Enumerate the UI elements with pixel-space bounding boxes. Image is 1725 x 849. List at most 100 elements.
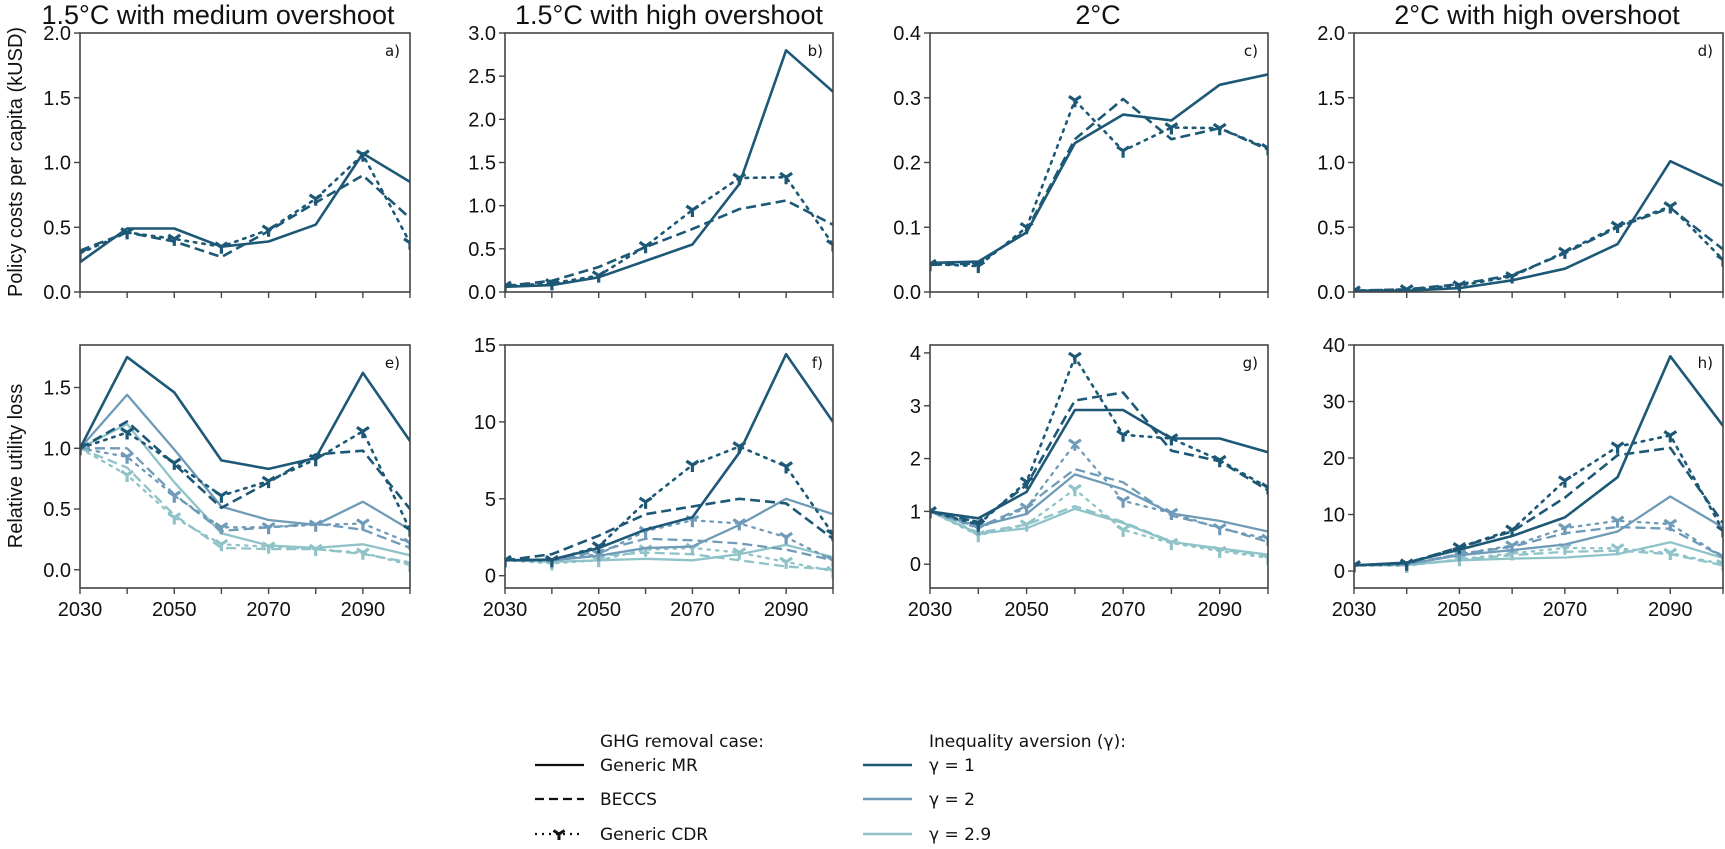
series-line-solid	[80, 152, 410, 264]
data-point-marker	[308, 543, 323, 557]
data-point-marker	[1116, 495, 1130, 508]
series-line-dotted	[1354, 519, 1723, 567]
panel-label: a)	[385, 42, 400, 60]
y-tick-label: 1.5	[1317, 88, 1345, 110]
x-tick-label: 2030	[1332, 599, 1377, 621]
series-group	[505, 352, 833, 579]
x-tick-label: 2070	[670, 599, 715, 621]
data-point-marker	[1019, 502, 1034, 515]
legend-removal-item: Generic CDR	[600, 825, 708, 845]
data-point-marker	[826, 565, 833, 579]
legend-removal-title: GHG removal case:	[600, 732, 764, 752]
series-line-solid	[930, 73, 1268, 265]
panel-label: b)	[808, 42, 823, 60]
data-point-marker	[403, 524, 410, 537]
data-point-marker	[1663, 518, 1678, 532]
data-point-marker	[1716, 525, 1723, 538]
y-tick-label: 0.0	[1317, 282, 1345, 304]
data-point-marker	[120, 427, 134, 440]
y-tick-label: 0.0	[468, 282, 496, 304]
data-point-marker	[1354, 285, 1361, 292]
data-point-marker	[356, 149, 370, 162]
data-point-marker	[685, 204, 700, 217]
y-tick-label: 2.0	[1317, 23, 1345, 45]
y-tick-label: 2.0	[468, 109, 496, 131]
series-line-dotted	[505, 519, 833, 562]
y-tick-label: 0.0	[43, 282, 71, 304]
y-tick-label: 1	[910, 501, 921, 523]
data-point-marker	[971, 519, 986, 532]
panel-label: c)	[1244, 42, 1258, 60]
data-point-marker	[591, 270, 606, 283]
data-point-marker	[1212, 522, 1227, 536]
data-point-marker	[1164, 537, 1179, 551]
data-point-marker	[403, 559, 410, 572]
y-tick-label: 0	[1334, 561, 1345, 583]
series-line-dashed	[80, 420, 410, 510]
y-tick-label: 4	[910, 343, 921, 365]
data-point-marker	[505, 554, 512, 568]
y-tick-label: 0.4	[893, 23, 921, 45]
panel-label: e)	[385, 354, 400, 372]
series-line-solid	[80, 355, 410, 471]
y-tick-label: 1.0	[43, 438, 71, 460]
y-tick-label: 1.5	[43, 88, 71, 110]
data-point-marker	[1452, 541, 1467, 555]
data-point-marker	[261, 541, 276, 554]
data-point-marker	[1610, 515, 1625, 528]
y-tick-label: 0.5	[43, 217, 71, 239]
legend-gamma-item: γ = 1	[929, 756, 975, 776]
y-tick-label: 0.5	[468, 239, 496, 261]
data-point-marker	[1505, 540, 1519, 553]
y-tick-label: 0.0	[43, 560, 71, 582]
y-tick-label: 20	[1323, 448, 1345, 470]
y-tick-label: 0.1	[893, 217, 921, 239]
data-point-marker	[1505, 524, 1519, 537]
x-tick-label: 2090	[1648, 599, 1693, 621]
series-line-dotted	[80, 429, 410, 532]
series-line-dashed	[1354, 206, 1723, 292]
data-point-marker	[1068, 483, 1082, 497]
y-tick-label: 1.0	[468, 196, 496, 218]
data-point-marker	[1399, 558, 1414, 571]
data-point-marker	[167, 457, 182, 470]
panel-f: 0 5 10 15 2030 2050 2070 2090 f)	[474, 335, 834, 621]
data-point-marker	[1164, 507, 1179, 520]
data-point-marker	[591, 541, 606, 554]
y-tick-label: 0	[485, 566, 496, 588]
series-line-dashed	[930, 467, 1268, 544]
series-group	[1354, 354, 1723, 573]
series-line-dotted	[930, 355, 1268, 526]
data-point-marker	[1558, 475, 1572, 488]
data-point-marker	[779, 171, 793, 185]
legend-removal-item: Generic MR	[600, 756, 698, 776]
data-point-marker	[356, 425, 370, 439]
y-tick-label: 10	[1323, 505, 1345, 527]
data-point-marker	[1164, 122, 1179, 135]
data-point-marker	[261, 521, 276, 535]
data-point-marker	[971, 260, 986, 274]
x-tick-label: 2030	[483, 599, 528, 621]
data-point-marker	[826, 239, 833, 252]
data-point-marker	[732, 441, 747, 454]
panel-label: f)	[812, 354, 823, 372]
series-line-dotted	[1354, 434, 1723, 567]
x-tick-label: 2050	[1004, 599, 1049, 621]
data-point-marker	[1716, 551, 1723, 564]
data-point-marker	[214, 538, 229, 552]
series-line-dotted	[930, 442, 1268, 541]
series-group	[80, 149, 410, 264]
data-point-marker	[1212, 122, 1227, 136]
x-tick-label: 2030	[908, 599, 953, 621]
data-point-marker	[214, 490, 229, 503]
axes-frame	[504, 344, 834, 589]
y-tick-label: 10	[474, 412, 496, 434]
data-point-marker	[779, 461, 793, 474]
axes-frame	[79, 344, 411, 589]
data-point-marker	[1610, 220, 1625, 233]
data-point-marker	[930, 506, 937, 519]
data-point-marker	[1610, 543, 1625, 556]
data-point-marker	[505, 280, 512, 292]
data-point-marker	[1505, 271, 1519, 284]
